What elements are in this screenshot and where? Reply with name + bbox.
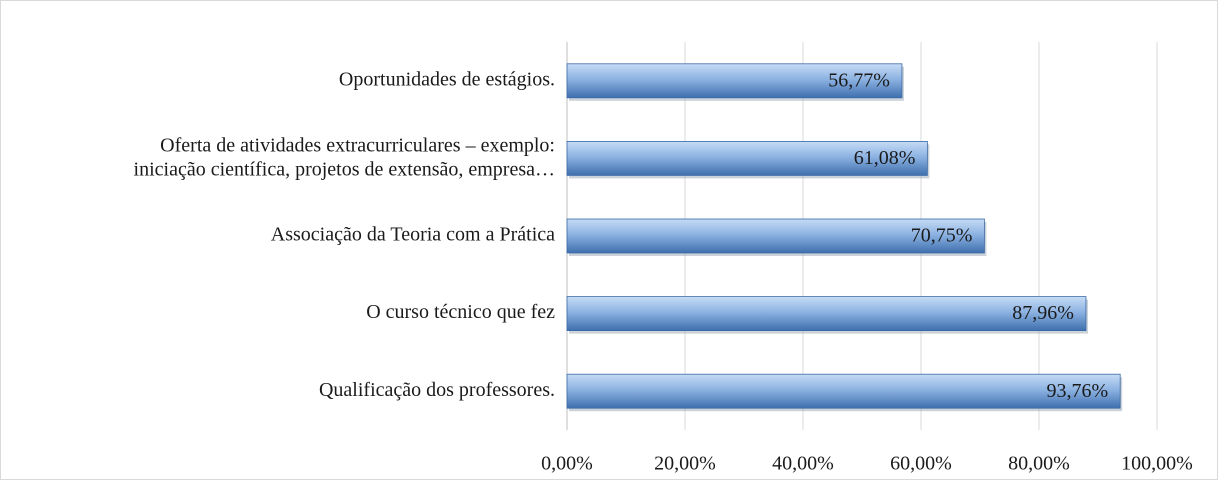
x-tick-label: 20,00% <box>654 453 716 475</box>
data-label: 56,77% <box>828 69 890 91</box>
y-tick-label: Oportunidades de estágios. <box>339 68 555 90</box>
data-label: 93,76% <box>1047 380 1109 402</box>
x-tick-label: 40,00% <box>772 453 834 475</box>
x-tick-label: 60,00% <box>890 453 952 475</box>
x-tick-label: 80,00% <box>1008 453 1070 475</box>
x-tick-label: 100,00% <box>1121 453 1193 475</box>
y-tick-label: Qualificação dos professores. <box>319 379 555 401</box>
y-tick-label: Associação da Teoria com a Prática <box>271 224 555 246</box>
bar <box>566 140 928 176</box>
bar <box>566 63 903 99</box>
data-label: 70,75% <box>911 225 973 247</box>
data-label: 61,08% <box>854 147 916 169</box>
x-tick-label: 0,00% <box>541 453 593 475</box>
y-tick-label: O curso técnico que fez <box>366 301 555 323</box>
data-label: 87,96% <box>1012 302 1074 324</box>
y-tick-label: Oferta de atividades extracurriculares –… <box>134 134 555 180</box>
bar <box>566 218 985 254</box>
bar <box>566 373 1121 409</box>
bar <box>566 296 1087 332</box>
